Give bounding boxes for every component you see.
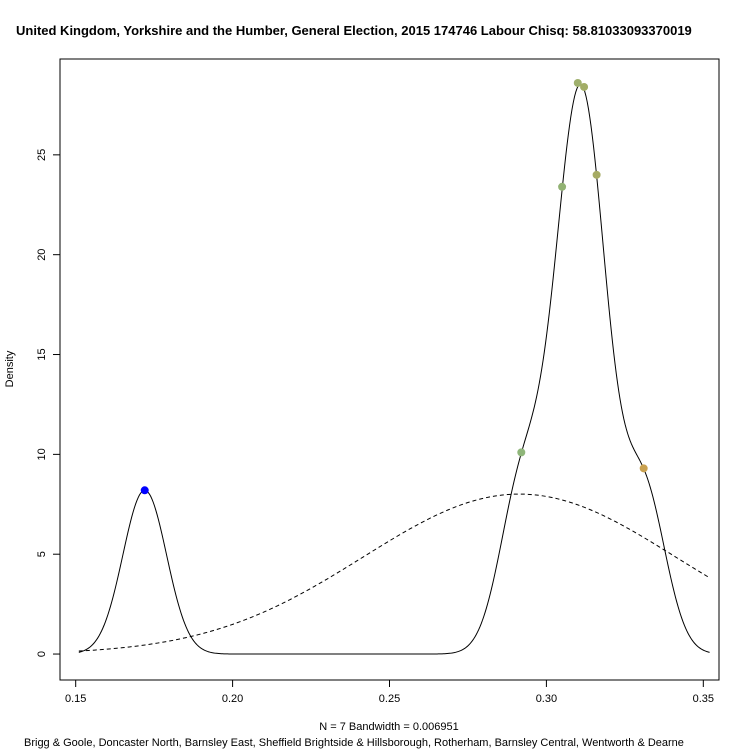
chart-title: United Kingdom, Yorkshire and the Humber… (16, 23, 692, 38)
y-tick-label: 10 (36, 448, 48, 460)
x-axis: 0.15 0.20 0.25 0.30 0.35 (65, 679, 714, 705)
data-point (573, 78, 582, 87)
y-axis-label: Density (4, 350, 16, 387)
normal-reference-curve (78, 493, 710, 652)
data-point (517, 448, 526, 457)
x-tick-label: 0.25 (379, 693, 400, 705)
y-axis: 0 5 10 15 20 25 (36, 149, 61, 657)
data-point (580, 82, 589, 91)
x-tick-label: 0.15 (65, 693, 86, 705)
x-tick-label: 0.20 (222, 693, 243, 705)
data-point (140, 486, 149, 495)
data-point (592, 170, 601, 179)
y-tick-label: 5 (36, 551, 48, 557)
plot-frame (59, 58, 720, 681)
x-axis-label: N = 7 Bandwidth = 0.006951 (319, 721, 458, 733)
x-tick-label: 0.35 (693, 693, 714, 705)
data-point (639, 464, 648, 473)
constituency-list: Brigg & Goole, Doncaster North, Barnsley… (24, 737, 684, 749)
y-tick-label: 20 (36, 249, 48, 261)
density-curve (78, 83, 710, 655)
observation-points (140, 78, 648, 495)
y-tick-label: 0 (36, 651, 48, 657)
y-tick-label: 15 (36, 348, 48, 360)
y-tick-label: 25 (36, 149, 48, 161)
data-point (558, 182, 567, 191)
x-tick-label: 0.30 (536, 693, 557, 705)
